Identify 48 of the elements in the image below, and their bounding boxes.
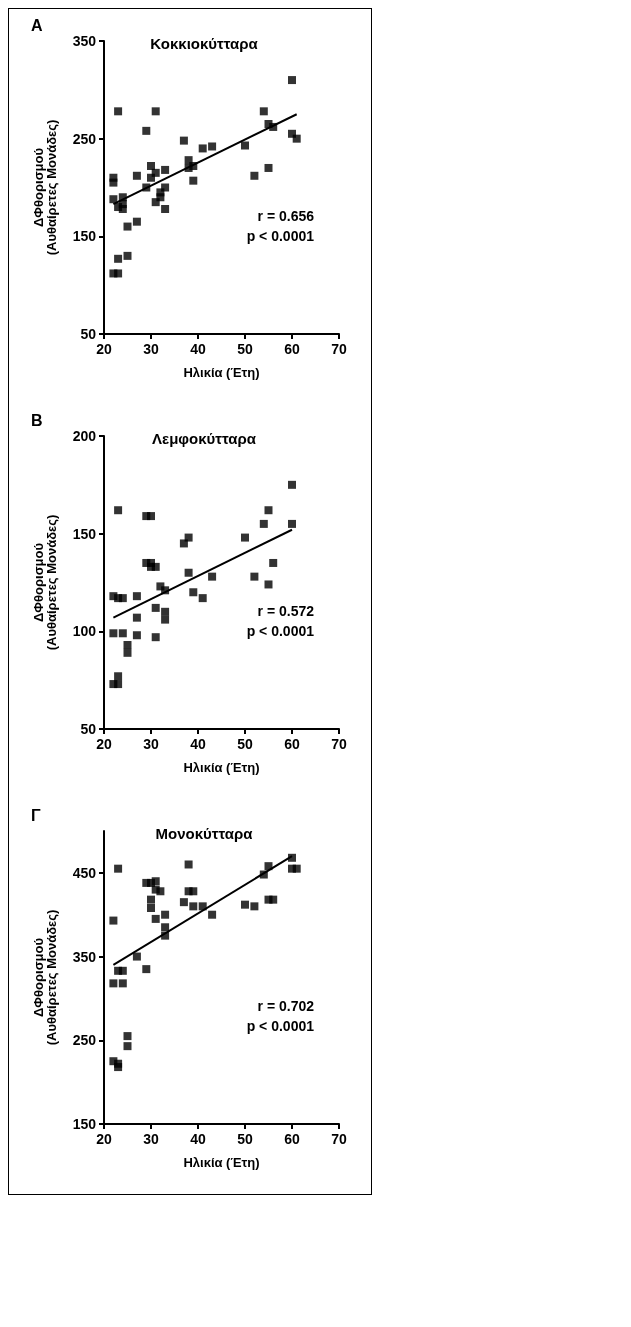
x-tick-label: 50 — [237, 736, 253, 752]
x-axis-title: Ηλικία (Έτη) — [183, 365, 260, 380]
annotation: r = 0.572 — [257, 603, 315, 619]
y-axis-title: ΔΦθορισμού (Αυθαίρετες Μονάδες) — [31, 514, 59, 651]
x-tick-label: 20 — [96, 341, 112, 357]
x-tick-label: 60 — [284, 736, 300, 752]
y-tick-label: 150 — [72, 1116, 97, 1132]
x-tick-label: 50 — [237, 1131, 253, 1147]
x-tick-label: 70 — [331, 341, 347, 357]
x-axis-title: Ηλικία (Έτη) — [183, 760, 260, 775]
x-tick-label: 50 — [237, 341, 253, 357]
annotation: r = 0.702 — [257, 998, 315, 1014]
annotation: p < 0.0001 — [246, 228, 315, 244]
x-axis-title: Ηλικία (Έτη) — [183, 1155, 260, 1170]
y-axis-title: ΔΦθορισμού (Αυθαίρετες Μονάδες) — [31, 119, 59, 256]
x-tick-label: 60 — [284, 341, 300, 357]
x-tick-label: 30 — [143, 736, 159, 752]
y-tick-label: 350 — [72, 948, 97, 965]
annotation: p < 0.0001 — [246, 1018, 315, 1034]
chart-title: Κοκκιοκύτταρα — [150, 35, 259, 52]
y-tick-label: 200 — [72, 428, 97, 444]
y-tick-label: 150 — [72, 228, 97, 245]
x-tick-label: 40 — [190, 736, 206, 752]
x-tick-label: 40 — [190, 341, 206, 357]
chart-title: Λεμφοκύτταρα — [152, 430, 257, 447]
y-tick-label: 250 — [72, 130, 97, 147]
x-tick-label: 30 — [143, 1131, 159, 1147]
annotation: r = 0.656 — [257, 208, 315, 224]
x-tick-label: 20 — [96, 736, 112, 752]
x-tick-label: 20 — [96, 1131, 112, 1147]
y-tick-label: 50 — [80, 326, 97, 342]
annotation: p < 0.0001 — [246, 623, 315, 639]
x-tick-label: 70 — [331, 1131, 347, 1147]
y-tick-label: 50 — [80, 721, 97, 737]
y-axis-title: ΔΦθορισμού (Αυθαίρετες Μονάδες) — [31, 909, 59, 1046]
chart-title: Μονοκύτταρα — [155, 825, 254, 842]
y-tick-label: 350 — [72, 33, 97, 49]
x-tick-label: 70 — [331, 736, 347, 752]
text: A — [31, 16, 43, 34]
x-tick-label: 60 — [284, 1131, 300, 1147]
y-tick-label: 100 — [72, 623, 97, 640]
x-tick-label: 40 — [190, 1131, 206, 1147]
y-tick-label: 250 — [72, 1032, 97, 1049]
y-tick-label: 450 — [72, 864, 97, 881]
y-tick-label: 150 — [72, 525, 97, 542]
text: B — [31, 411, 43, 429]
text: Γ — [31, 806, 41, 824]
x-tick-label: 30 — [143, 341, 159, 357]
